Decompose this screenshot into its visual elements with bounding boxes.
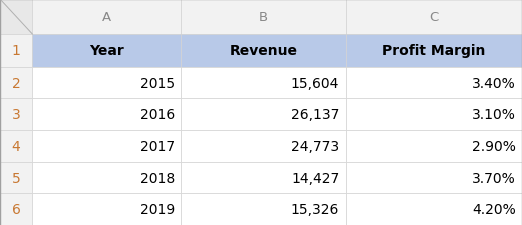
Bar [0, 35, 32, 68]
Text: C: C [429, 11, 438, 24]
Text: Profit Margin: Profit Margin [382, 44, 485, 58]
Text: Revenue: Revenue [229, 44, 298, 58]
Text: 3.70%: 3.70% [472, 171, 516, 185]
Bar [0, 130, 32, 162]
Bar [0, 162, 32, 194]
Text: B: B [259, 11, 268, 24]
Text: 1: 1 [11, 44, 21, 58]
Bar [0, 194, 32, 225]
Text: 15,326: 15,326 [291, 202, 339, 216]
Text: Year: Year [89, 44, 124, 58]
Bar [0, 0, 32, 35]
Bar [346, 68, 522, 99]
Text: 2016: 2016 [139, 108, 175, 122]
Bar [32, 99, 181, 130]
Bar [346, 0, 522, 35]
Text: A: A [102, 11, 111, 24]
Bar [346, 35, 522, 68]
Bar [181, 162, 346, 194]
Bar [181, 194, 346, 225]
Bar [346, 194, 522, 225]
Text: 2017: 2017 [140, 139, 175, 153]
Bar [32, 130, 181, 162]
Text: 3.10%: 3.10% [472, 108, 516, 122]
Text: 15,604: 15,604 [291, 76, 339, 90]
Bar [181, 0, 346, 35]
Bar [181, 68, 346, 99]
Bar [346, 130, 522, 162]
Bar [346, 162, 522, 194]
Text: 3.40%: 3.40% [472, 76, 516, 90]
Text: 2.90%: 2.90% [472, 139, 516, 153]
Bar [0, 68, 32, 99]
Bar [32, 194, 181, 225]
Bar [181, 130, 346, 162]
Text: 5: 5 [12, 171, 20, 185]
Text: 2019: 2019 [139, 202, 175, 216]
Text: 26,137: 26,137 [291, 108, 339, 122]
Bar [0, 99, 32, 130]
Text: 2015: 2015 [140, 76, 175, 90]
Text: 3: 3 [12, 108, 20, 122]
Bar [346, 99, 522, 130]
Text: 2018: 2018 [139, 171, 175, 185]
Bar [32, 68, 181, 99]
Bar [32, 35, 181, 68]
Text: 14,427: 14,427 [291, 171, 339, 185]
Text: 2: 2 [12, 76, 20, 90]
Text: 4.20%: 4.20% [472, 202, 516, 216]
Bar [32, 162, 181, 194]
Bar [32, 0, 181, 35]
Text: 24,773: 24,773 [291, 139, 339, 153]
Bar [181, 99, 346, 130]
Bar [181, 35, 346, 68]
Text: 4: 4 [12, 139, 20, 153]
Text: 6: 6 [11, 202, 21, 216]
